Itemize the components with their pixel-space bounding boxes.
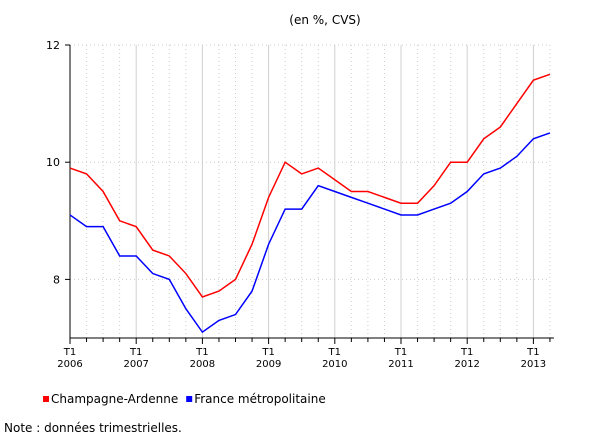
x-tick-label: T1 2013 — [521, 347, 546, 370]
legend-label: France métropolitaine — [194, 392, 326, 406]
x-tick-label-line: T1 — [328, 347, 341, 358]
x-tick-label-line: 2012 — [454, 359, 479, 370]
x-tick-label: T1 2010 — [322, 347, 347, 370]
x-tick-label-line: 2008 — [190, 359, 215, 370]
x-tick-label-line: T1 — [195, 347, 208, 358]
y-tick-label: 10 — [46, 156, 60, 169]
x-tick-label-line: T1 — [63, 347, 76, 358]
legend-label: Champagne-Ardenne — [51, 392, 178, 406]
note: Note : données trimestrielles. — [4, 421, 182, 435]
legend-swatch — [43, 396, 49, 402]
x-tick-label-line: T1 — [394, 347, 407, 358]
x-tick-label: T1 2009 — [256, 347, 281, 370]
x-tick-label: T1 2006 — [57, 347, 82, 370]
legend-swatch — [186, 396, 193, 402]
x-tick-label-line: 2010 — [322, 359, 347, 370]
y-tick-label: 12 — [46, 39, 60, 52]
x-tick-label: T1 2012 — [454, 347, 479, 370]
x-tick-label: T1 2008 — [190, 347, 215, 370]
x-tick-label-line: T1 — [261, 347, 274, 358]
x-tick-label-line: T1 — [129, 347, 142, 358]
x-tick-label-line: 2009 — [256, 359, 281, 370]
series-line — [69, 132, 551, 334]
x-tick-label-line: 2007 — [123, 359, 148, 370]
x-tick-label: T1 2011 — [388, 347, 413, 370]
x-tick-label-line: 2006 — [57, 359, 82, 370]
x-tick-label-line: T1 — [526, 347, 539, 358]
x-tick-label-line: T1 — [460, 347, 473, 358]
x-tick-label: T1 2007 — [123, 347, 148, 370]
chart-subtitle: (en %, CVS) — [289, 13, 360, 27]
x-tick-label-line: 2011 — [388, 359, 413, 370]
x-tick-label-line: 2013 — [521, 359, 546, 370]
series-line — [69, 73, 551, 298]
y-tick-label: 8 — [53, 273, 60, 286]
